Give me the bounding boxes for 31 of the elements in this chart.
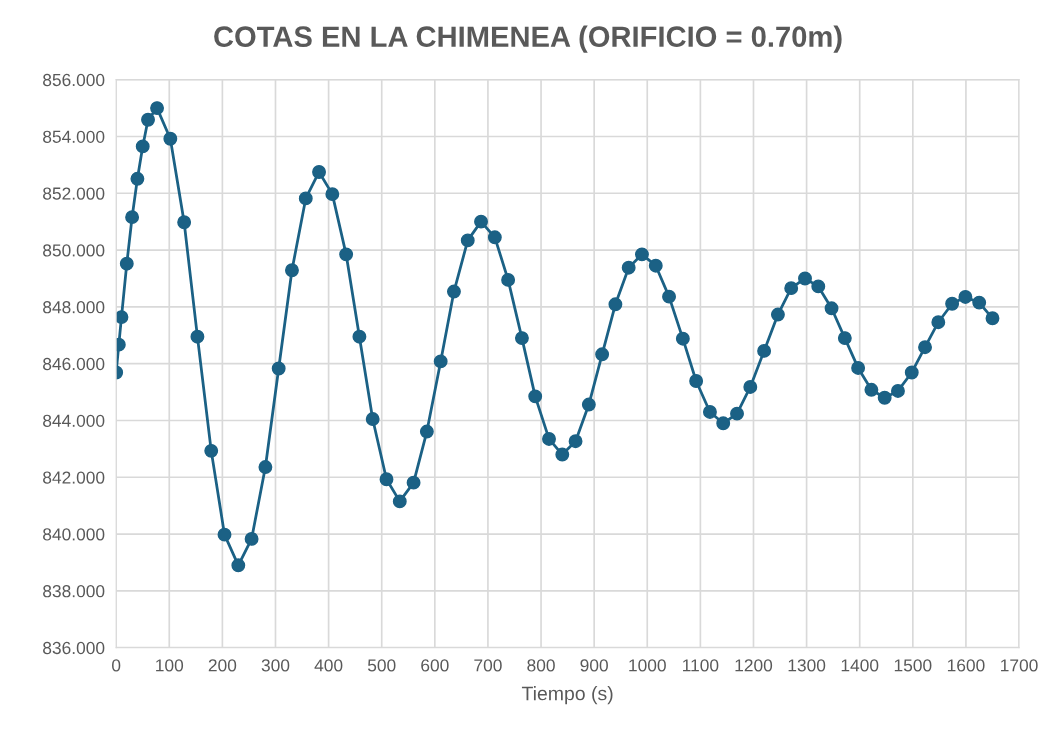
y-tick-label: 836.000 [43, 641, 105, 655]
x-tick-label: 0 [112, 659, 121, 672]
x-tick-label: 1000 [629, 659, 666, 672]
y-tick-label: 856.000 [43, 73, 105, 87]
x-tick-label: 1700 [1001, 659, 1038, 672]
y-tick-label: 852.000 [43, 187, 105, 200]
y-tick-label: 844.000 [43, 414, 105, 427]
x-tick-label: 1200 [735, 659, 773, 672]
x-axis-title: Tiempo (s) [521, 686, 613, 705]
y-tick-label: 850.000 [43, 244, 105, 257]
x-tick-label: 600 [421, 659, 449, 672]
x-tick-label: 300 [261, 659, 290, 672]
x-tick-label: 100 [156, 659, 184, 672]
x-tick-label: 1300 [788, 659, 826, 672]
y-tick-label: 840.000 [43, 528, 105, 541]
chart-title: COTAS EN LA CHIMENEA (ORIFICIO = 0.70m) [214, 25, 842, 53]
y-tick-label: 846.000 [43, 357, 105, 371]
x-tick-label: 700 [474, 659, 502, 672]
x-tick-label: 400 [314, 659, 343, 672]
y-tick-label: 838.000 [43, 585, 105, 598]
x-tick-label: 500 [367, 659, 396, 672]
x-tick-label: 1500 [894, 659, 932, 672]
y-tick-label: 848.000 [43, 301, 105, 314]
x-tick-label: 200 [208, 659, 237, 672]
x-tick-label: 1100 [683, 659, 719, 672]
x-tick-label: 1600 [947, 659, 985, 672]
x-tick-label: 900 [580, 659, 608, 672]
y-tick-label: 842.000 [43, 471, 105, 484]
y-tick-label: 854.000 [43, 130, 105, 143]
x-tick-label: 1400 [841, 659, 879, 672]
x-tick-label: 800 [527, 659, 555, 672]
